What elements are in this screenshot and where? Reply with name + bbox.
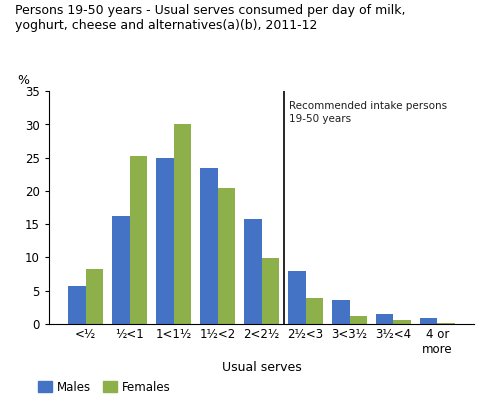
X-axis label: Usual serves: Usual serves bbox=[221, 361, 301, 374]
Bar bbox=[393, 320, 410, 324]
Bar bbox=[68, 286, 85, 324]
Bar bbox=[112, 216, 129, 324]
Bar bbox=[261, 258, 279, 324]
Bar bbox=[419, 318, 437, 324]
Bar bbox=[305, 298, 323, 324]
Bar bbox=[200, 168, 217, 324]
Bar bbox=[244, 220, 261, 324]
Bar bbox=[375, 314, 393, 324]
Bar bbox=[85, 269, 103, 324]
Bar bbox=[173, 124, 191, 324]
Bar bbox=[437, 323, 454, 324]
Y-axis label: %: % bbox=[18, 73, 29, 87]
Bar bbox=[349, 316, 366, 324]
Bar bbox=[217, 188, 235, 324]
Text: Persons 19-50 years - Usual serves consumed per day of milk,
yoghurt, cheese and: Persons 19-50 years - Usual serves consu… bbox=[15, 4, 405, 32]
Text: Recommended intake persons
19-50 years: Recommended intake persons 19-50 years bbox=[288, 101, 446, 124]
Bar bbox=[331, 300, 349, 324]
Legend: Males, Females: Males, Females bbox=[34, 376, 175, 398]
Bar bbox=[287, 271, 305, 324]
Bar bbox=[156, 158, 173, 324]
Bar bbox=[129, 156, 147, 324]
